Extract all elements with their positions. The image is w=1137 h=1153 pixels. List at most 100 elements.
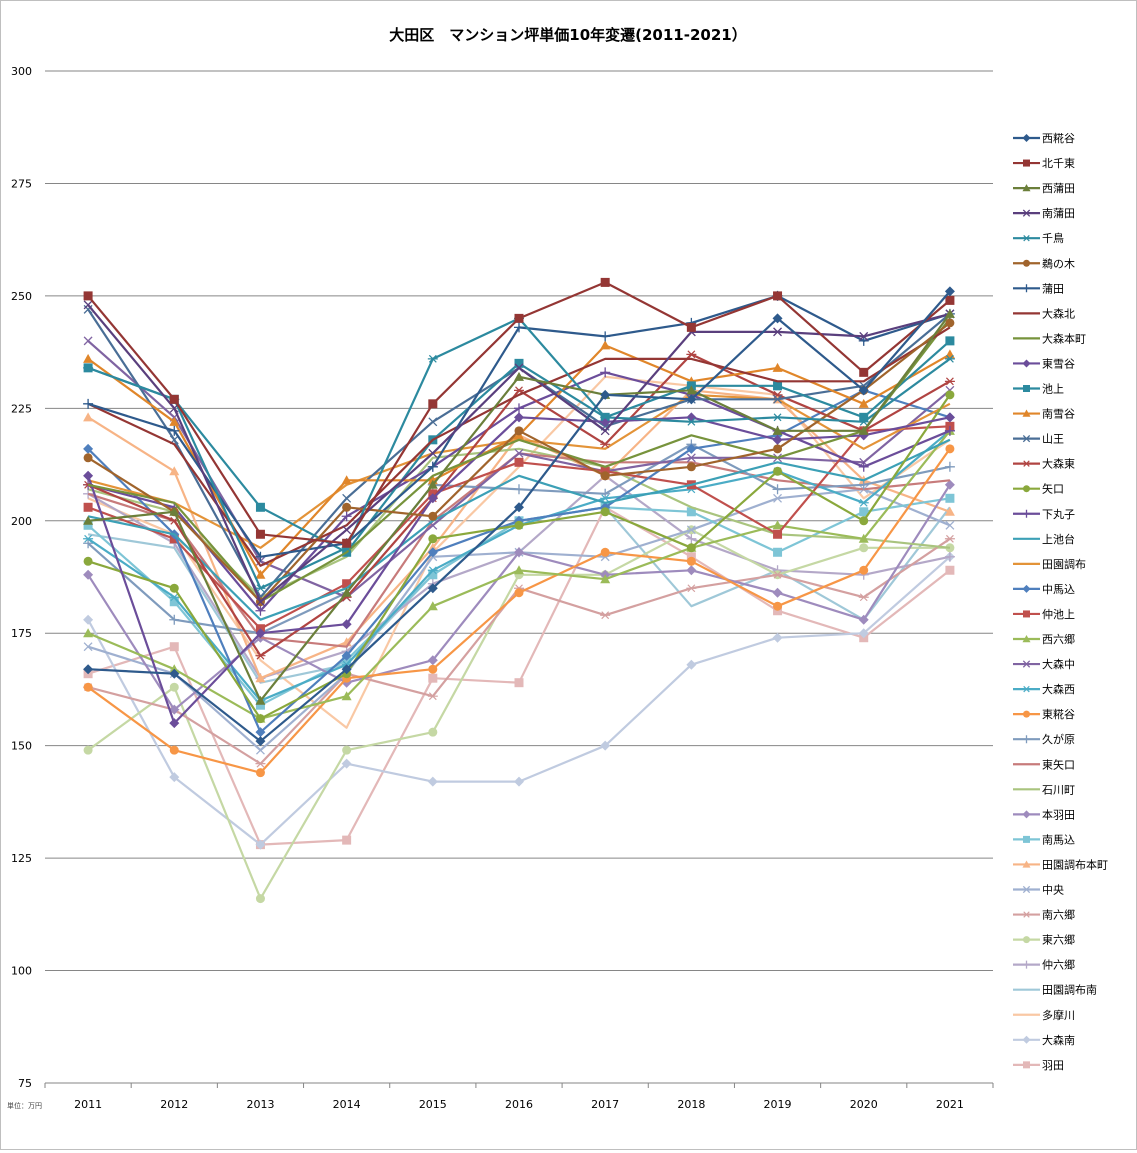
data-point xyxy=(944,286,955,297)
data-point xyxy=(514,484,524,495)
data-point xyxy=(944,551,955,562)
data-point xyxy=(83,291,93,301)
data-point xyxy=(772,434,783,445)
data-point xyxy=(944,308,955,318)
legend-item: 東雪谷 xyxy=(1013,357,1075,370)
data-point xyxy=(858,498,869,507)
data-point xyxy=(773,601,783,611)
data-point xyxy=(944,425,955,436)
legend-label: 大森南 xyxy=(1042,1033,1075,1047)
data-point xyxy=(342,493,352,503)
data-point xyxy=(428,399,438,409)
data-point xyxy=(427,354,438,363)
data-point xyxy=(427,566,438,575)
legend-label: 田園調布本町 xyxy=(1042,857,1108,871)
data-point xyxy=(255,502,265,512)
data-point xyxy=(858,398,869,408)
data-point xyxy=(428,534,438,544)
data-point xyxy=(83,412,94,422)
legend-label: 千鳥 xyxy=(1042,231,1064,245)
legend-label: 東糀谷 xyxy=(1042,708,1075,721)
data-point xyxy=(514,426,524,436)
x-tick-label: 2015 xyxy=(419,1098,447,1111)
data-point xyxy=(514,363,524,373)
legend-item: 南雪谷 xyxy=(1013,408,1075,421)
data-point xyxy=(772,362,783,372)
series-group xyxy=(83,277,955,904)
data-point xyxy=(600,471,610,481)
data-point xyxy=(686,565,697,576)
data-point xyxy=(514,457,524,467)
data-point xyxy=(514,502,524,513)
data-point xyxy=(1022,359,1031,368)
x-tick-label: 2020 xyxy=(850,1098,878,1111)
data-point xyxy=(1023,259,1030,267)
data-point xyxy=(773,466,783,476)
data-point xyxy=(773,493,783,503)
data-point xyxy=(169,718,180,729)
data-point xyxy=(514,313,524,323)
legend-item: 鵜の木 xyxy=(1013,256,1075,270)
data-point xyxy=(945,318,955,328)
data-point xyxy=(773,444,783,454)
data-point xyxy=(83,336,93,346)
data-point xyxy=(944,377,955,386)
data-point xyxy=(859,331,869,341)
data-point xyxy=(945,543,955,553)
data-point xyxy=(514,776,524,787)
legend-item: 大森南 xyxy=(1013,1033,1075,1047)
data-point xyxy=(514,678,524,688)
data-point xyxy=(686,462,696,472)
data-point xyxy=(342,538,352,548)
data-point xyxy=(169,506,180,516)
data-point xyxy=(945,444,955,454)
data-point xyxy=(772,587,783,598)
data-point xyxy=(944,479,955,490)
data-point xyxy=(428,511,438,521)
data-point xyxy=(514,371,524,381)
legend-item: 多摩川 xyxy=(1013,1008,1075,1022)
data-point xyxy=(427,601,438,611)
data-point xyxy=(427,479,438,489)
data-point xyxy=(600,340,611,350)
data-point xyxy=(255,736,266,747)
data-point xyxy=(773,529,783,539)
series-西糀谷 xyxy=(83,286,955,747)
data-point xyxy=(600,440,611,449)
data-point xyxy=(83,642,93,652)
data-point xyxy=(1022,234,1031,242)
data-point xyxy=(944,349,955,359)
legend-item: 田園調布本町 xyxy=(1013,857,1108,871)
data-point xyxy=(255,768,265,778)
legend-item: 大森西 xyxy=(1013,682,1075,696)
data-point xyxy=(686,556,696,566)
data-point xyxy=(428,417,438,427)
data-point xyxy=(169,593,180,602)
data-point xyxy=(169,416,180,426)
data-point xyxy=(1022,284,1031,293)
legend-item: 上池台 xyxy=(1013,532,1075,546)
data-point xyxy=(1023,936,1030,944)
legend-label: 西蒲田 xyxy=(1042,181,1075,195)
y-tick-label: 175 xyxy=(11,627,32,640)
data-point xyxy=(858,593,869,602)
data-point xyxy=(600,367,611,378)
series-大森本町 xyxy=(87,317,951,603)
data-point xyxy=(686,507,696,517)
data-point xyxy=(428,727,438,737)
x-tick-label: 2017 xyxy=(591,1098,619,1111)
data-point xyxy=(600,507,610,517)
data-point xyxy=(83,664,94,675)
legend-label: 矢口 xyxy=(1042,482,1064,496)
data-point xyxy=(514,588,524,598)
legend-item: 下丸子 xyxy=(1013,508,1075,521)
data-point xyxy=(772,313,783,324)
legend-item: 石川町 xyxy=(1013,783,1075,796)
data-point xyxy=(686,385,697,395)
y-tick-label: 100 xyxy=(11,965,32,978)
legend-item: 西糀谷 xyxy=(1013,132,1075,145)
data-point xyxy=(1022,209,1031,217)
data-point xyxy=(944,412,955,423)
x-tick-label: 2019 xyxy=(764,1098,792,1111)
